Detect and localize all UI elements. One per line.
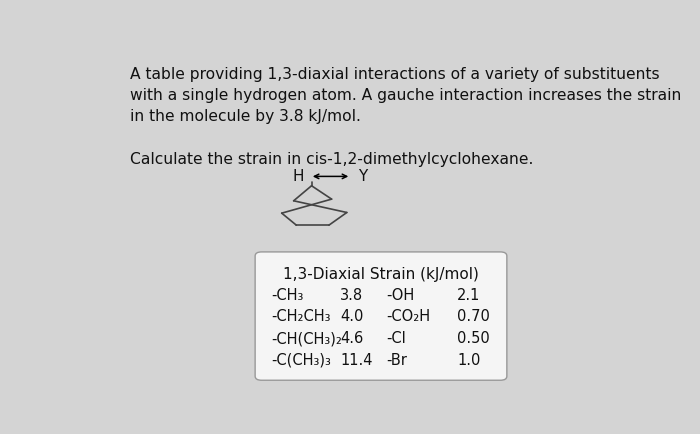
Text: 0.50: 0.50	[457, 331, 490, 346]
Text: -CH₂CH₃: -CH₂CH₃	[272, 309, 331, 324]
Text: -Br: -Br	[386, 353, 407, 368]
Text: -OH: -OH	[386, 288, 414, 302]
Text: 2.1: 2.1	[457, 288, 480, 302]
Text: -C(CH₃)₃: -C(CH₃)₃	[272, 353, 331, 368]
Text: 4.6: 4.6	[340, 331, 363, 346]
Text: Calculate the strain in cis-1,2-dimethylcyclohexane.: Calculate the strain in cis-1,2-dimethyl…	[130, 152, 533, 168]
Text: Y: Y	[358, 169, 368, 184]
Text: -CH₃: -CH₃	[272, 288, 304, 302]
Text: -Cl: -Cl	[386, 331, 406, 346]
Text: 1.0: 1.0	[457, 353, 480, 368]
Text: H: H	[292, 169, 304, 184]
Text: -CH(CH₃)₂: -CH(CH₃)₂	[272, 331, 342, 346]
Text: 0.70: 0.70	[457, 309, 490, 324]
Text: -CO₂H: -CO₂H	[386, 309, 430, 324]
Text: 4.0: 4.0	[340, 309, 364, 324]
Text: 11.4: 11.4	[340, 353, 373, 368]
Text: A table providing 1,3-diaxial interactions of a variety of substituents
with a s: A table providing 1,3-diaxial interactio…	[130, 67, 681, 124]
Text: 3.8: 3.8	[340, 288, 363, 302]
Text: 1,3-Diaxial Strain (kJ/mol): 1,3-Diaxial Strain (kJ/mol)	[283, 266, 479, 282]
FancyBboxPatch shape	[255, 252, 507, 380]
